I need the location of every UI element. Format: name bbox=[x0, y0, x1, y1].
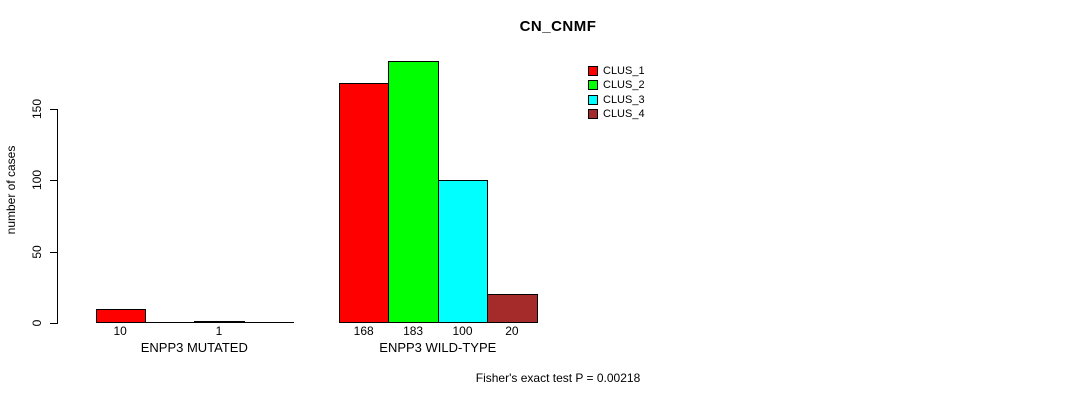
legend-swatch-clus_4 bbox=[588, 109, 598, 119]
legend-item-clus_4: CLUS_4 bbox=[588, 108, 645, 120]
bar-value-label: 183 bbox=[403, 324, 424, 338]
y-axis-tick-label: 0 bbox=[30, 319, 44, 327]
legend-label: CLUS_2 bbox=[603, 79, 645, 91]
bar-value-label: 1 bbox=[215, 324, 223, 338]
bar-clus_3 bbox=[438, 180, 488, 323]
y-axis-label: number of cases bbox=[4, 145, 18, 235]
legend-item-clus_3: CLUS_3 bbox=[588, 94, 645, 106]
bar-value-label: 168 bbox=[353, 324, 374, 338]
y-axis-tick bbox=[50, 323, 57, 324]
legend-label: CLUS_3 bbox=[603, 94, 645, 106]
bar-clus_4 bbox=[487, 294, 538, 323]
legend-swatch-clus_2 bbox=[588, 80, 598, 90]
y-axis-tick bbox=[50, 180, 57, 181]
chart-title: CN_CNMF bbox=[519, 18, 597, 35]
y-axis-tick bbox=[50, 109, 57, 110]
legend-swatch-clus_3 bbox=[588, 95, 598, 105]
legend-item-clus_1: CLUS_1 bbox=[588, 65, 645, 77]
bar-clus_1 bbox=[96, 309, 146, 323]
y-axis-tick bbox=[50, 252, 57, 253]
legend-swatch-clus_1 bbox=[588, 66, 598, 76]
annotation-fisher-test: Fisher's exact test P = 0.00218 bbox=[475, 371, 641, 385]
y-axis-tick-label: 50 bbox=[30, 245, 44, 259]
bar-clus_1 bbox=[339, 83, 389, 323]
legend-label: CLUS_4 bbox=[603, 108, 645, 120]
legend-item-clus_2: CLUS_2 bbox=[588, 79, 645, 91]
x-axis-group-label: ENPP3 WILD-TYPE bbox=[379, 340, 497, 355]
y-axis-line bbox=[57, 109, 58, 324]
bar-clus_3 bbox=[194, 321, 245, 323]
y-axis-tick-label: 100 bbox=[30, 169, 44, 191]
x-axis-group-label: ENPP3 MUTATED bbox=[140, 340, 248, 355]
bar-value-label: 100 bbox=[452, 324, 473, 338]
bar-value-label: 20 bbox=[505, 324, 519, 338]
legend-label: CLUS_1 bbox=[603, 65, 645, 77]
y-axis-tick-label: 150 bbox=[30, 98, 44, 120]
bar-clus_2 bbox=[388, 61, 439, 323]
bar-value-label: 10 bbox=[113, 324, 127, 338]
